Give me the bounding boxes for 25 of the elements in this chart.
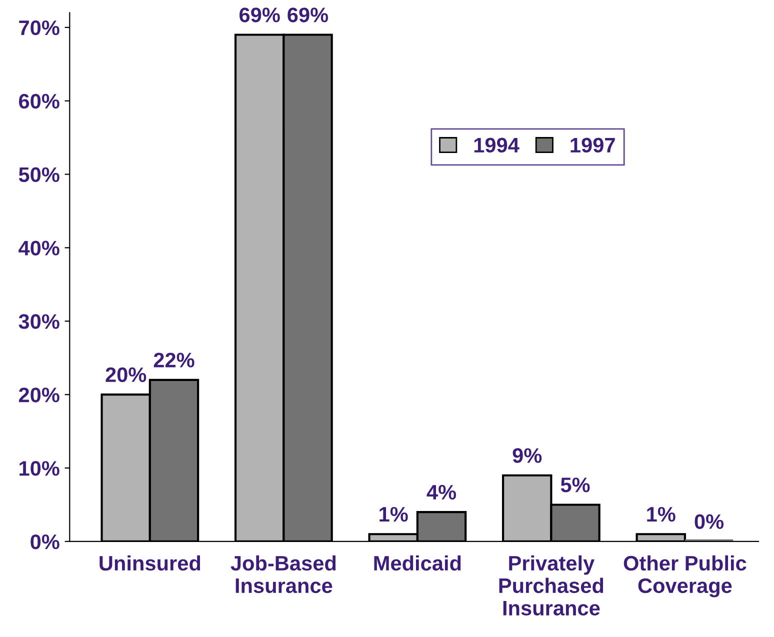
data-label: 4% [426,484,456,500]
data-label: 5% [560,478,590,492]
y-tick-label: 10% [20,461,60,476]
data-label: 22% [154,352,194,368]
x-tick-label: Medicaid [374,555,461,571]
x-tick-label: Other Public Coverage [624,555,746,598]
data-label: 69% [240,8,280,22]
x-tick-label: Privately Purchased Insurance [499,555,604,616]
data-label: 69% [288,8,328,22]
legend-label: 1994 [474,138,520,153]
data-label: 9% [512,448,542,463]
y-tick-label: 30% [18,314,60,329]
x-tick-label: Job-Based Insurance [230,555,336,594]
legend-label: 1997 [570,138,615,153]
data-label: 1% [647,506,676,522]
data-label: 1% [380,506,408,522]
y-tick-label: 0% [30,534,60,550]
data-label: 0% [694,514,724,529]
y-tick-label: 40% [18,240,60,256]
y-tick-label: 50% [18,167,60,182]
y-tick-label: 70% [19,20,60,36]
data-label: 20% [106,367,146,382]
y-tick-label: 60% [19,94,60,109]
y-tick-label: 20% [18,388,60,402]
x-tick-label: Uninsured [100,555,200,571]
